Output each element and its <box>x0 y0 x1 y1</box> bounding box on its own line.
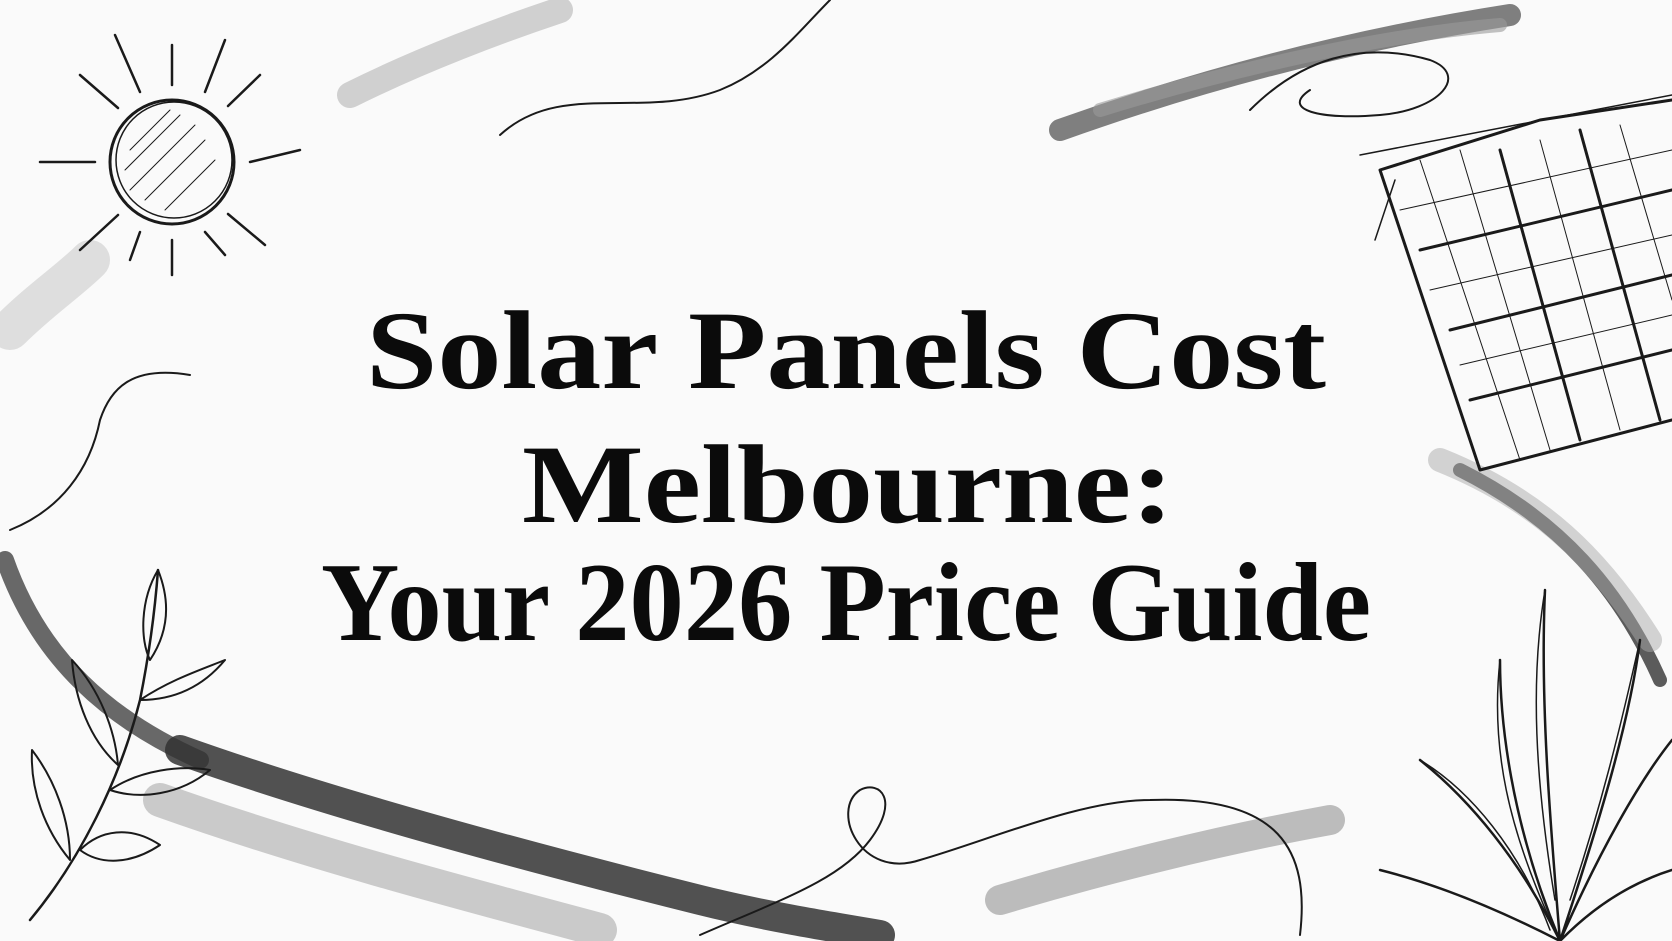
plant-sketch <box>1378 588 1672 941</box>
title-line: Melbourne: <box>522 423 1174 547</box>
title-line: Your 2026 Price Guide <box>321 541 1371 665</box>
leaf-sketch <box>28 568 226 922</box>
solar-panel-sketch <box>1359 94 1672 472</box>
sun-sketch <box>38 33 302 277</box>
title: Solar Panels Cost Melbourne: Your 2026 P… <box>321 289 1371 665</box>
squiggle-lines <box>9 0 1450 936</box>
title-line: Solar Panels Cost <box>366 289 1326 413</box>
